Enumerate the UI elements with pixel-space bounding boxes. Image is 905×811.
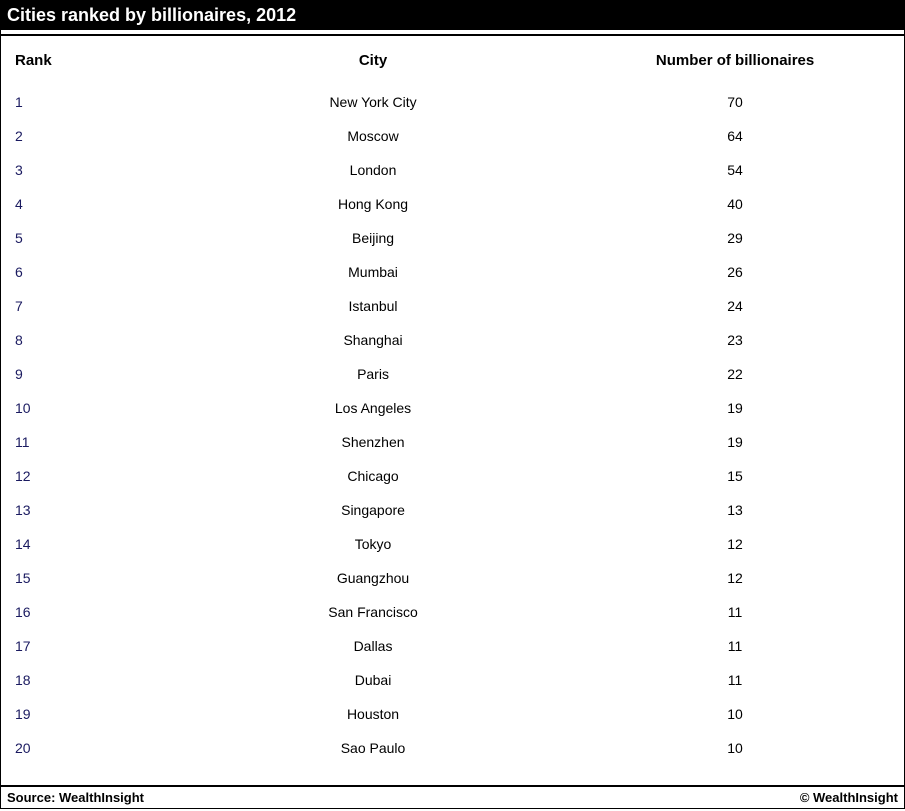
table-row: 14Tokyo12 <box>11 527 894 561</box>
cell-rank: 19 <box>11 697 170 731</box>
cell-city: Houston <box>170 697 576 731</box>
billionaire-table: Rank City Number of billionaires 1New Yo… <box>11 44 894 765</box>
cell-count: 19 <box>576 425 894 459</box>
cell-rank: 14 <box>11 527 170 561</box>
cell-city: Istanbul <box>170 289 576 323</box>
table-row: 6Mumbai26 <box>11 255 894 289</box>
cell-city: Hong Kong <box>170 187 576 221</box>
table-wrapper: Rank City Number of billionaires 1New Yo… <box>1 36 904 785</box>
cell-rank: 8 <box>11 323 170 357</box>
table-row: 20Sao Paulo10 <box>11 731 894 765</box>
cell-rank: 4 <box>11 187 170 221</box>
table-row: 7Istanbul24 <box>11 289 894 323</box>
col-header-city: City <box>170 44 576 85</box>
cell-city: San Francisco <box>170 595 576 629</box>
cell-count: 70 <box>576 85 894 119</box>
cell-count: 24 <box>576 289 894 323</box>
footer: Source: WealthInsight © WealthInsight <box>1 787 904 808</box>
cell-count: 10 <box>576 697 894 731</box>
cell-city: Moscow <box>170 119 576 153</box>
cell-rank: 15 <box>11 561 170 595</box>
cell-rank: 9 <box>11 357 170 391</box>
cell-city: Chicago <box>170 459 576 493</box>
table-row: 4Hong Kong40 <box>11 187 894 221</box>
cell-count: 11 <box>576 629 894 663</box>
col-header-rank: Rank <box>11 44 170 85</box>
cell-city: Beijing <box>170 221 576 255</box>
table-row: 17Dallas11 <box>11 629 894 663</box>
cell-city: Mumbai <box>170 255 576 289</box>
cell-rank: 16 <box>11 595 170 629</box>
cell-rank: 1 <box>11 85 170 119</box>
footer-source: Source: WealthInsight <box>7 790 144 805</box>
table-row: 16San Francisco11 <box>11 595 894 629</box>
cell-city: Dubai <box>170 663 576 697</box>
cell-count: 29 <box>576 221 894 255</box>
table-row: 15Guangzhou12 <box>11 561 894 595</box>
table-row: 5Beijing29 <box>11 221 894 255</box>
cell-count: 26 <box>576 255 894 289</box>
cell-count: 11 <box>576 663 894 697</box>
cell-city: Singapore <box>170 493 576 527</box>
cell-city: Shenzhen <box>170 425 576 459</box>
cell-rank: 11 <box>11 425 170 459</box>
cell-rank: 3 <box>11 153 170 187</box>
cell-city: Shanghai <box>170 323 576 357</box>
cell-count: 10 <box>576 731 894 765</box>
cell-count: 54 <box>576 153 894 187</box>
cell-rank: 20 <box>11 731 170 765</box>
cell-city: Tokyo <box>170 527 576 561</box>
table-row: 19Houston10 <box>11 697 894 731</box>
report-title: Cities ranked by billionaires, 2012 <box>7 5 296 25</box>
cell-count: 15 <box>576 459 894 493</box>
title-bar: Cities ranked by billionaires, 2012 <box>1 1 904 34</box>
table-body: 1New York City702Moscow643London544Hong … <box>11 85 894 765</box>
table-row: 9Paris22 <box>11 357 894 391</box>
cell-rank: 5 <box>11 221 170 255</box>
table-row: 12Chicago15 <box>11 459 894 493</box>
cell-city: London <box>170 153 576 187</box>
cell-rank: 7 <box>11 289 170 323</box>
table-row: 2Moscow64 <box>11 119 894 153</box>
col-header-count: Number of billionaires <box>576 44 894 85</box>
cell-rank: 2 <box>11 119 170 153</box>
cell-count: 13 <box>576 493 894 527</box>
cell-rank: 18 <box>11 663 170 697</box>
cell-count: 40 <box>576 187 894 221</box>
cell-city: New York City <box>170 85 576 119</box>
table-row: 1New York City70 <box>11 85 894 119</box>
table-row: 11Shenzhen19 <box>11 425 894 459</box>
cell-city: Sao Paulo <box>170 731 576 765</box>
cell-count: 19 <box>576 391 894 425</box>
cell-count: 64 <box>576 119 894 153</box>
cell-city: Guangzhou <box>170 561 576 595</box>
cell-rank: 12 <box>11 459 170 493</box>
cell-count: 11 <box>576 595 894 629</box>
cell-count: 23 <box>576 323 894 357</box>
cell-count: 12 <box>576 561 894 595</box>
table-header-row: Rank City Number of billionaires <box>11 44 894 85</box>
report-container: Cities ranked by billionaires, 2012 Rank… <box>0 0 905 809</box>
cell-count: 12 <box>576 527 894 561</box>
cell-rank: 10 <box>11 391 170 425</box>
cell-rank: 6 <box>11 255 170 289</box>
table-row: 13Singapore13 <box>11 493 894 527</box>
cell-rank: 17 <box>11 629 170 663</box>
table-row: 8Shanghai23 <box>11 323 894 357</box>
cell-city: Dallas <box>170 629 576 663</box>
cell-city: Los Angeles <box>170 391 576 425</box>
footer-copyright: © WealthInsight <box>800 790 898 805</box>
table-row: 3London54 <box>11 153 894 187</box>
cell-count: 22 <box>576 357 894 391</box>
cell-rank: 13 <box>11 493 170 527</box>
cell-city: Paris <box>170 357 576 391</box>
table-row: 10Los Angeles19 <box>11 391 894 425</box>
table-row: 18Dubai11 <box>11 663 894 697</box>
